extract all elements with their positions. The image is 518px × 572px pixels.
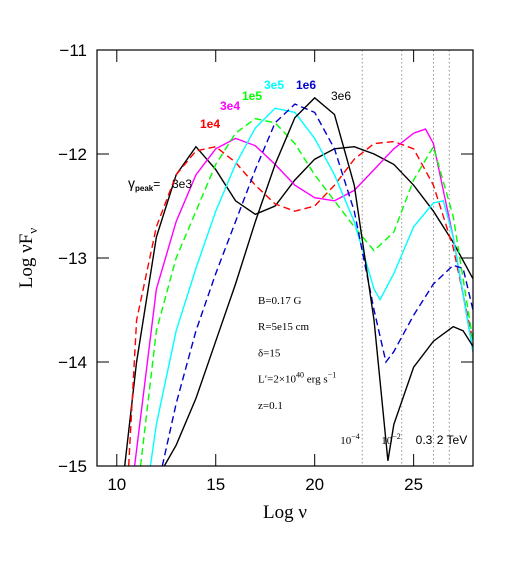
parameter-text: B=0.17 G bbox=[258, 295, 302, 307]
parameter-sup: −1 bbox=[328, 371, 337, 380]
x-tick-label: 10 bbox=[107, 475, 126, 494]
curve-label-name: 1e5 bbox=[242, 89, 262, 103]
plot-area bbox=[124, 96, 473, 466]
parameter-line: z=0.1 bbox=[258, 400, 283, 412]
gamma-subscript: peak bbox=[135, 184, 154, 193]
energy-marker-base: 10 bbox=[381, 435, 393, 447]
parameter-line: R=5e15 cm bbox=[258, 321, 310, 333]
energy-marker-label: 10−2 bbox=[381, 432, 401, 447]
y-axis-label-sub: ν bbox=[25, 228, 40, 234]
y-axis-label-main: Log νF bbox=[16, 234, 37, 289]
curve-label: 3e5 bbox=[264, 78, 284, 92]
energy-marker-base: 10 bbox=[340, 435, 352, 447]
curve-label: 1e6 bbox=[296, 78, 316, 92]
y-tick-label: −11 bbox=[59, 41, 87, 60]
curve-label: 3e6 bbox=[331, 89, 351, 103]
parameter-text: δ=15 bbox=[258, 347, 281, 359]
sed-curve bbox=[127, 140, 473, 466]
energy-marker-label: 2 TeV bbox=[437, 433, 467, 447]
x-axis-label: Log ν bbox=[263, 502, 307, 523]
parameter-line: B=0.17 G bbox=[258, 295, 302, 307]
parameter-text: R=5e15 cm bbox=[258, 321, 310, 333]
curve-label-name: 3e6 bbox=[331, 89, 351, 103]
energy-marker-base: 2 TeV bbox=[437, 433, 467, 447]
energy-marker-exp: −4 bbox=[351, 432, 360, 441]
x-tick-label: 20 bbox=[305, 475, 324, 494]
curve-label-prefix: γpeak= bbox=[128, 175, 160, 193]
curve-label-name: 3e4 bbox=[220, 99, 240, 113]
energy-marker-exp: −2 bbox=[392, 432, 401, 441]
energy-marker-base: 0.3 bbox=[416, 433, 433, 447]
sed-curve bbox=[133, 128, 473, 466]
parameter-line: δ=15 bbox=[258, 347, 281, 359]
y-tick-label: −15 bbox=[58, 457, 87, 476]
y-tick-label: −14 bbox=[58, 353, 87, 372]
energy-marker-label: 0.3 bbox=[416, 433, 433, 447]
sed-curve bbox=[163, 96, 473, 466]
x-tick-label: 15 bbox=[206, 475, 225, 494]
sed-curve bbox=[161, 103, 473, 466]
x-tick-label: 25 bbox=[404, 475, 423, 494]
curve-label-name: 1e4 bbox=[200, 117, 220, 131]
gamma-symbol: γ bbox=[128, 175, 135, 191]
sed-curve bbox=[149, 107, 473, 466]
sed-curve bbox=[139, 117, 473, 466]
parameter-text: erg s bbox=[304, 374, 328, 386]
energy-marker-label: 10−4 bbox=[340, 432, 360, 447]
curve-label-name: 3e5 bbox=[264, 78, 284, 92]
parameter-text: L′=2×10 bbox=[258, 374, 297, 386]
curve-label: 1e4 bbox=[200, 117, 220, 131]
gamma-sign: = bbox=[153, 177, 160, 191]
y-tick-label: −12 bbox=[58, 145, 87, 164]
curve-label-name: 1e6 bbox=[296, 78, 316, 92]
parameter-sup: 40 bbox=[296, 371, 304, 380]
parameter-line: L′=2×1040 erg s−1 bbox=[258, 371, 336, 386]
y-axis-label: Log νFν bbox=[16, 228, 40, 289]
y-tick-label: −13 bbox=[58, 249, 87, 268]
curve-label-name: 3e3 bbox=[172, 177, 192, 191]
curve-label: 3e3 bbox=[172, 177, 192, 191]
curve-label: 1e5 bbox=[242, 89, 262, 103]
curve-label: 3e4 bbox=[220, 99, 240, 113]
parameter-text: z=0.1 bbox=[258, 400, 283, 412]
